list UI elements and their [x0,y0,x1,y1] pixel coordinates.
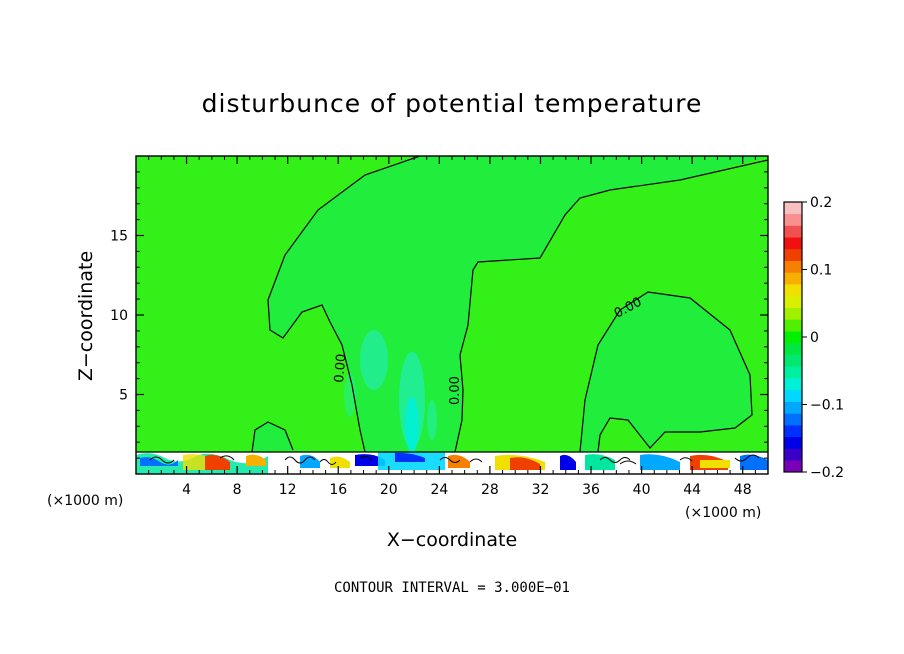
colorbar-swatch [784,307,802,320]
plume-e [427,400,437,440]
colorbar [783,201,803,473]
x-axis: 4 8 12 16 20 24 28 32 36 40 44 48 [148,156,756,498]
surface-layer [136,451,768,474]
x-tick-label: 36 [582,482,600,498]
negative-region-left [268,156,768,455]
colorbar-swatch [784,331,802,344]
colorbar-tick-label: −0.1 [810,398,844,414]
colorbar-swatch [784,389,802,402]
colorbar-swatch [784,460,802,473]
colorbar-swatch [784,272,802,285]
plume-d [344,373,356,417]
contour-center [454,159,768,453]
x-tick-label: 40 [633,482,651,498]
y-axis-label: Z−coordinate [75,251,97,381]
colorbar-tick-label: 0.2 [810,195,832,211]
colorbar-swatch [784,284,802,297]
plume-a [360,330,388,390]
colorbar-swatch [784,213,802,226]
contour-label: 0.00 [448,376,463,405]
x-tick-label: 28 [481,482,499,498]
x-unit-right: (×1000 m) [685,505,761,521]
contour-interval-text: CONTOUR INTERVAL = 3.000E−01 [334,580,570,596]
contour-right-dome [579,291,753,453]
colorbar-tick-label: −0.2 [810,465,844,481]
colorbar-swatch [784,260,802,273]
x-unit-left: (×1000 m) [47,493,123,509]
plot-area: 0.00 0.00 0.00 [136,156,768,474]
negative-region-right [580,292,752,452]
colorbar-swatch [784,342,802,355]
x-tick-label: 4 [182,482,191,498]
colorbar-swatch [784,436,802,449]
x-tick-label: 16 [329,482,347,498]
plume-c [405,397,419,453]
contour-small-dome [251,421,294,453]
x-tick-label: 32 [532,482,550,498]
colorbar-swatch [784,319,802,332]
colorbar-tick-label: 0.1 [810,263,832,279]
y-axis: 5 10 15 [110,171,768,459]
x-tick-label: 48 [734,482,752,498]
x-tick-label: 24 [430,482,448,498]
colorbar-ticks: 0.2 0.1 0 −0.1 −0.2 [802,195,844,481]
colorbar-swatch [784,401,802,414]
contour-label: 0.00 [332,353,349,383]
colorbar-swatch [784,413,802,426]
y-tick-label: 5 [119,388,128,404]
contour-lines [251,156,768,453]
colorbar-swatch [784,354,802,367]
chart-title: disturbunce of potential temperature [202,89,703,118]
x-tick-label: 12 [279,482,297,498]
colorbar-swatch [784,425,802,438]
colorbar-swatch [784,378,802,391]
x-tick-label: 8 [233,482,242,498]
y-tick-label: 10 [110,308,128,324]
colorbar-swatch [784,366,802,379]
colorbar-swatch [784,202,802,215]
colorbar-swatch [784,237,802,250]
y-tick-label: 15 [110,229,128,245]
x-axis-label: X−coordinate [387,529,517,551]
colorbar-swatch [784,248,802,261]
x-tick-label: 20 [380,482,398,498]
colorbar-swatch [784,448,802,461]
colorbar-swatch [784,295,802,308]
colorbar-swatch [784,225,802,238]
contour-left [267,156,421,453]
x-tick-label: 44 [683,482,701,498]
colorbar-tick-label: 0 [810,330,819,346]
